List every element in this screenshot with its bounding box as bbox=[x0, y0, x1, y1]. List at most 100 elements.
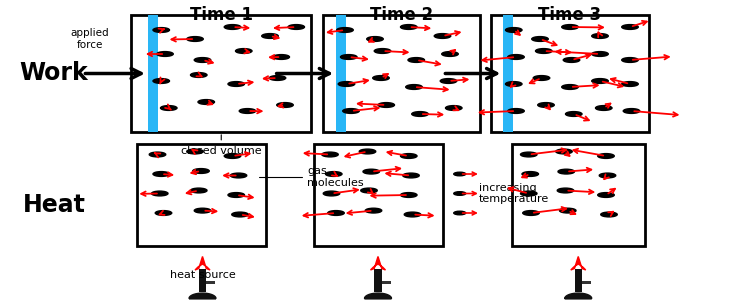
Ellipse shape bbox=[601, 212, 617, 217]
Ellipse shape bbox=[374, 49, 391, 53]
Ellipse shape bbox=[187, 149, 203, 154]
Ellipse shape bbox=[406, 85, 422, 89]
Polygon shape bbox=[195, 256, 210, 270]
Text: closed volume: closed volume bbox=[181, 135, 262, 155]
Ellipse shape bbox=[562, 85, 578, 89]
Bar bbox=[322, 15, 480, 132]
Ellipse shape bbox=[230, 173, 247, 178]
Ellipse shape bbox=[403, 173, 419, 178]
Ellipse shape bbox=[273, 55, 290, 59]
Ellipse shape bbox=[562, 25, 578, 29]
Ellipse shape bbox=[187, 37, 203, 41]
Ellipse shape bbox=[224, 25, 241, 29]
Ellipse shape bbox=[328, 211, 344, 215]
Ellipse shape bbox=[446, 106, 462, 110]
Ellipse shape bbox=[340, 55, 357, 59]
Ellipse shape bbox=[236, 49, 252, 53]
Text: Time 3: Time 3 bbox=[538, 6, 602, 24]
Ellipse shape bbox=[228, 82, 244, 86]
Bar bbox=[314, 144, 442, 246]
Ellipse shape bbox=[506, 28, 522, 32]
Ellipse shape bbox=[592, 79, 608, 83]
Ellipse shape bbox=[442, 52, 458, 56]
Bar bbox=[491, 15, 649, 132]
Bar bbox=[503, 15, 513, 132]
Ellipse shape bbox=[556, 149, 572, 154]
Ellipse shape bbox=[194, 208, 211, 213]
Ellipse shape bbox=[198, 100, 214, 104]
Bar bbox=[148, 15, 158, 132]
Bar bbox=[336, 15, 346, 132]
Bar bbox=[574, 269, 582, 292]
Ellipse shape bbox=[359, 149, 376, 154]
Ellipse shape bbox=[454, 172, 466, 176]
Ellipse shape bbox=[400, 154, 417, 158]
Ellipse shape bbox=[454, 211, 466, 215]
Ellipse shape bbox=[599, 173, 616, 178]
Ellipse shape bbox=[149, 152, 166, 157]
Ellipse shape bbox=[598, 193, 614, 197]
Ellipse shape bbox=[160, 106, 177, 110]
Ellipse shape bbox=[592, 34, 608, 38]
Ellipse shape bbox=[269, 76, 286, 80]
Ellipse shape bbox=[557, 188, 574, 193]
Text: gas
molecules: gas molecules bbox=[259, 166, 364, 188]
Ellipse shape bbox=[596, 106, 612, 110]
Ellipse shape bbox=[412, 112, 428, 116]
Text: Work: Work bbox=[20, 61, 88, 85]
Text: Heat: Heat bbox=[22, 194, 86, 218]
Ellipse shape bbox=[153, 28, 170, 32]
Ellipse shape bbox=[228, 193, 244, 197]
Ellipse shape bbox=[566, 112, 582, 116]
Ellipse shape bbox=[454, 192, 466, 195]
Ellipse shape bbox=[558, 169, 574, 174]
Ellipse shape bbox=[337, 28, 353, 32]
Ellipse shape bbox=[404, 212, 421, 217]
Text: Time 1: Time 1 bbox=[190, 6, 253, 24]
Ellipse shape bbox=[153, 172, 170, 176]
Ellipse shape bbox=[440, 79, 457, 83]
Ellipse shape bbox=[563, 58, 580, 62]
Ellipse shape bbox=[434, 34, 451, 38]
Ellipse shape bbox=[153, 79, 170, 83]
Ellipse shape bbox=[523, 211, 539, 215]
Polygon shape bbox=[370, 256, 386, 270]
Ellipse shape bbox=[224, 154, 241, 158]
Bar bbox=[199, 269, 206, 292]
Ellipse shape bbox=[520, 152, 537, 157]
Ellipse shape bbox=[532, 37, 548, 41]
Ellipse shape bbox=[378, 103, 394, 107]
Polygon shape bbox=[571, 256, 586, 270]
Ellipse shape bbox=[322, 152, 338, 157]
Ellipse shape bbox=[277, 103, 293, 107]
Ellipse shape bbox=[262, 34, 278, 38]
Ellipse shape bbox=[239, 109, 256, 113]
Ellipse shape bbox=[622, 58, 638, 62]
Ellipse shape bbox=[361, 188, 377, 193]
Ellipse shape bbox=[400, 25, 417, 29]
Text: heat source: heat source bbox=[170, 271, 236, 281]
Ellipse shape bbox=[193, 169, 209, 173]
Ellipse shape bbox=[560, 208, 576, 213]
Ellipse shape bbox=[323, 191, 340, 196]
Ellipse shape bbox=[536, 49, 552, 53]
Ellipse shape bbox=[365, 208, 382, 213]
Ellipse shape bbox=[622, 25, 638, 29]
Bar bbox=[374, 269, 382, 292]
Bar bbox=[382, 281, 391, 284]
Ellipse shape bbox=[155, 211, 172, 215]
Text: increasing
temperature: increasing temperature bbox=[478, 183, 549, 204]
Ellipse shape bbox=[408, 58, 424, 62]
Bar bbox=[206, 281, 215, 284]
Ellipse shape bbox=[508, 55, 524, 59]
Ellipse shape bbox=[538, 103, 554, 107]
Ellipse shape bbox=[157, 52, 173, 56]
Text: applied
force: applied force bbox=[70, 28, 110, 50]
Ellipse shape bbox=[400, 193, 417, 197]
Ellipse shape bbox=[343, 109, 359, 113]
Ellipse shape bbox=[623, 109, 640, 113]
Ellipse shape bbox=[326, 172, 342, 176]
Ellipse shape bbox=[533, 76, 550, 80]
Ellipse shape bbox=[338, 82, 355, 86]
Ellipse shape bbox=[598, 154, 614, 158]
